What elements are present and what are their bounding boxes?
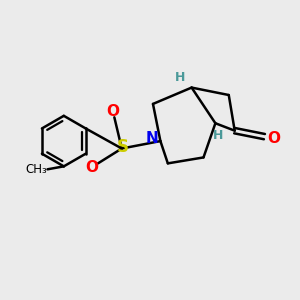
Text: O: O bbox=[85, 160, 98, 175]
Text: H: H bbox=[213, 129, 224, 142]
Text: H: H bbox=[175, 71, 185, 84]
Text: S: S bbox=[117, 138, 129, 156]
Text: N: N bbox=[146, 131, 158, 146]
Text: O: O bbox=[106, 104, 119, 119]
Text: O: O bbox=[267, 130, 280, 146]
Text: CH₃: CH₃ bbox=[25, 163, 47, 176]
